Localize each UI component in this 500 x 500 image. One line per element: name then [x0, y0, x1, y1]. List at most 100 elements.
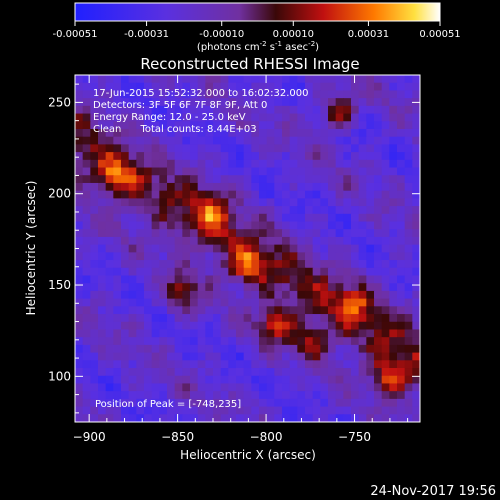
- heatmap-cell: [190, 128, 199, 138]
- heatmap-cell: [404, 198, 413, 207]
- heatmap-cell: [190, 306, 199, 315]
- heatmap-cell: [282, 391, 291, 400]
- heatmap-cell: [174, 159, 183, 169]
- heatmap-cell: [297, 260, 306, 269]
- heatmap-cell: [151, 283, 160, 292]
- heatmap-cell: [274, 82, 283, 92]
- heatmap-cell: [243, 329, 252, 338]
- heatmap-cell: [243, 314, 252, 323]
- heatmap-cell: [389, 244, 398, 253]
- heatmap-cell: [404, 283, 413, 292]
- heatmap-cell: [374, 329, 383, 338]
- heatmap-cell: [305, 344, 314, 354]
- heatmap-cell: [389, 98, 398, 107]
- heatmap-cell: [121, 306, 130, 315]
- heatmap-cell: [205, 229, 214, 238]
- heatmap-cell: [105, 329, 114, 338]
- heatmap-cell: [228, 182, 237, 192]
- heatmap-cell: [136, 213, 145, 223]
- heatmap-cell: [289, 414, 298, 422]
- heatmap-cell: [305, 321, 314, 331]
- heatmap-cell: [381, 159, 390, 169]
- heatmap-cell: [274, 128, 283, 138]
- heatmap-cell: [82, 128, 91, 138]
- heatmap-cell: [297, 182, 306, 192]
- heatmap-cell: [274, 375, 283, 385]
- heatmap-cell: [297, 152, 306, 161]
- heatmap-cell: [190, 105, 199, 115]
- heatmap-cell: [213, 321, 222, 331]
- heatmap-cell: [297, 175, 306, 184]
- heatmap-cell: [358, 252, 367, 261]
- heatmap-cell: [328, 98, 337, 107]
- heatmap-cell: [305, 260, 314, 269]
- heatmap-cell: [251, 283, 260, 292]
- heatmap-cell: [328, 221, 337, 230]
- heatmap-cell: [228, 198, 237, 207]
- heatmap-cell: [343, 406, 352, 415]
- heatmap-cell: [289, 275, 298, 284]
- heatmap-cell: [151, 105, 160, 115]
- heatmap-cell: [274, 283, 283, 292]
- heatmap-cell: [159, 360, 168, 369]
- heatmap-cell: [151, 360, 160, 369]
- heatmap-cell: [312, 121, 321, 130]
- heatmap-cell: [305, 306, 314, 315]
- heatmap-cell: [259, 314, 268, 323]
- heatmap-cell: [105, 190, 114, 199]
- heatmap-cell: [289, 383, 298, 392]
- heatmap-cell: [328, 167, 337, 176]
- heatmap-cell: [182, 198, 191, 207]
- heatmap-cell: [82, 368, 91, 377]
- heatmap-cell: [197, 82, 206, 92]
- heatmap-cell: [374, 236, 383, 246]
- heatmap-cell: [335, 136, 344, 145]
- heatmap-cell: [266, 121, 275, 130]
- heatmap-cell: [121, 290, 130, 300]
- heatmap-cell: [182, 267, 191, 277]
- heatmap-cell: [328, 275, 337, 284]
- heatmap-cell: [136, 252, 145, 261]
- heatmap-cell: [228, 236, 237, 246]
- heatmap-cell: [305, 391, 314, 400]
- heatmap-cell: [182, 144, 191, 153]
- heatmap-cell: [259, 337, 268, 346]
- heatmap-cell: [182, 383, 191, 392]
- heatmap-cell: [105, 306, 114, 315]
- heatmap-cell: [389, 152, 398, 161]
- heatmap-cell: [274, 206, 283, 215]
- heatmap-cell: [297, 75, 306, 84]
- heatmap-cell: [182, 337, 191, 346]
- heatmap-cell: [128, 229, 137, 238]
- heatmap-cell: [144, 260, 153, 269]
- heatmap-cell: [159, 260, 168, 269]
- heatmap-cell: [381, 298, 390, 307]
- heatmap-cell: [113, 391, 122, 400]
- heatmap-cell: [236, 252, 245, 261]
- heatmap-cell: [213, 113, 222, 122]
- heatmap-cell: [159, 375, 168, 385]
- heatmap-cell: [105, 144, 114, 153]
- heatmap-cell: [351, 267, 360, 277]
- heatmap-cell: [128, 360, 137, 369]
- heatmap-cell: [351, 190, 360, 199]
- heatmap-cell: [144, 128, 153, 138]
- heatmap-cell: [144, 82, 153, 92]
- heatmap-cell: [320, 321, 329, 331]
- heatmap-cell: [151, 206, 160, 215]
- colorbar-unit: (photons cm-2 s-1 asec-2): [197, 40, 319, 53]
- heatmap-cell: [320, 275, 329, 284]
- heatmap-cell: [358, 236, 367, 246]
- heatmap-cell: [82, 198, 91, 207]
- heatmap-cell: [98, 329, 107, 338]
- heatmap-cell: [358, 344, 367, 354]
- heatmap-cell: [389, 105, 398, 115]
- heatmap-cell: [159, 152, 168, 161]
- heatmap-cell: [228, 398, 237, 408]
- heatmap-cell: [251, 136, 260, 145]
- heatmap-cell: [243, 352, 252, 361]
- heatmap-cell: [328, 406, 337, 415]
- heatmap-cell: [259, 352, 268, 361]
- heatmap-cell: [289, 221, 298, 230]
- heatmap-cell: [167, 298, 176, 307]
